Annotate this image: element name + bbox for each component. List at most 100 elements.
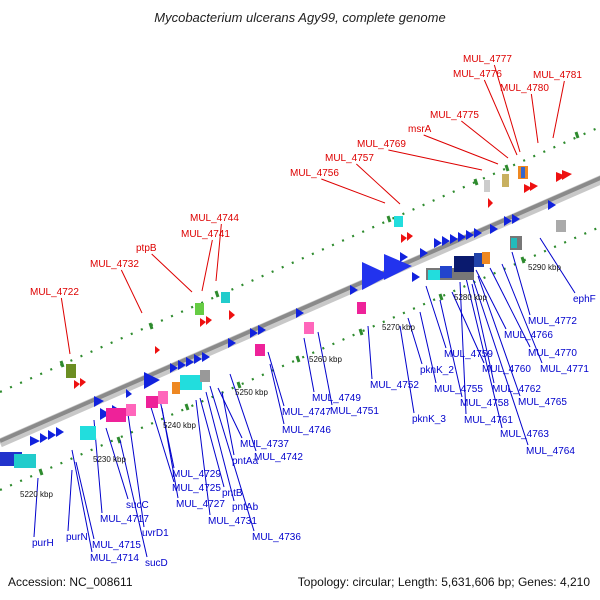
tick-mark	[236, 381, 242, 389]
inner-gene-label: MUL_4761	[464, 415, 513, 426]
outer-leader-line	[356, 163, 401, 205]
gene-feature	[200, 370, 210, 382]
outer-gene-label: MUL_4732	[90, 259, 139, 270]
inner-gene-label: MUL_4731	[208, 516, 257, 527]
inner-gene-label: pntAb	[232, 502, 259, 513]
inner-leader-line	[425, 285, 447, 349]
gene-arrow	[412, 272, 420, 282]
inner-gene-label: MUL_4715	[92, 540, 141, 551]
outer-leader-line	[388, 149, 483, 171]
inner-leader-line	[419, 311, 437, 384]
gene-arrow	[350, 285, 358, 295]
outer-gene-label: MUL_4781	[533, 70, 582, 81]
inner-gene-label: MUL_4752	[370, 380, 419, 391]
label-leaders	[33, 64, 576, 558]
outer-gene-label: msrA	[408, 124, 432, 135]
inner-leader-line	[269, 363, 285, 425]
gene-feature	[180, 375, 202, 390]
inner-leader-line	[471, 275, 529, 446]
gene-arrow	[458, 232, 466, 242]
inner-gene-label: pknK_3	[412, 414, 446, 425]
inner-gene-label: MUL_4766	[504, 330, 553, 341]
inner-gene-label: purN	[66, 532, 88, 543]
gene-feature	[126, 404, 136, 416]
kbp-label: 5260 kbp	[309, 355, 342, 364]
inner-gene-label: MUL_4762	[492, 384, 541, 395]
gene-feature	[482, 252, 490, 264]
kbp-label: 5220 kbp	[20, 490, 53, 499]
outer-gene-label: MUL_4780	[500, 83, 549, 94]
inner-gene-label: MUL_4736	[252, 532, 301, 543]
gene-arrow	[56, 427, 64, 437]
gene-feature	[14, 454, 36, 468]
tick-mark	[295, 355, 301, 363]
inner-gene-label: MUL_4747	[282, 407, 331, 418]
inner-leader-line	[407, 317, 423, 365]
inner-leader-line	[477, 275, 521, 397]
gene-arrow	[126, 389, 132, 398]
gene-arrow	[530, 182, 538, 191]
gene-feature	[66, 364, 76, 378]
gene-arrow	[178, 360, 186, 370]
gene-arrow	[100, 408, 110, 420]
kbp-label: 5250 kbp	[235, 388, 268, 397]
inner-gene-label: purH	[32, 538, 54, 549]
gene-arrow	[48, 430, 56, 440]
gene-arrow	[228, 338, 236, 348]
gene-feature	[440, 266, 452, 278]
outer-leader-line	[321, 178, 386, 204]
genome-backbone	[0, 175, 600, 448]
gene-arrow	[400, 252, 408, 262]
inner-leader-line	[511, 251, 531, 316]
outer-leader-line	[60, 297, 71, 355]
gene-arrow	[94, 396, 104, 407]
inner-gene-label: sucD	[145, 558, 168, 569]
inner-leader-line	[439, 299, 463, 398]
outer-gene-label: MUL_4756	[290, 168, 339, 179]
inner-gene-label: MUL_4742	[254, 452, 303, 463]
inner-gene-label: MUL_4751	[330, 406, 379, 417]
gene-arrow	[384, 254, 412, 280]
gene-arrow	[512, 214, 520, 224]
inner-gene-label: pntAa	[232, 456, 259, 467]
inner-leader-line	[221, 391, 235, 456]
gene-arrow	[407, 232, 413, 241]
outer-gene-label: MUL_4777	[463, 54, 512, 65]
inner-leader-line	[459, 281, 467, 415]
gene-arrow	[200, 318, 206, 327]
gene-arrow	[170, 363, 178, 373]
gene-feature	[221, 292, 230, 303]
inner-leader-line	[229, 373, 257, 452]
tick-mark	[504, 164, 510, 172]
gene-feature	[502, 174, 509, 187]
outer-gene-label: MUL_4722	[30, 287, 79, 298]
tick-mark	[214, 290, 220, 298]
outer-gene-labels: MUL_4722 MUL_4732 ptpB MUL_4741 MUL_4744 MUL_…	[30, 54, 582, 298]
tick-mark	[59, 360, 65, 368]
gene-arrow	[562, 170, 572, 180]
inner-gene-label: ephF	[573, 294, 596, 305]
outer-leader-line	[151, 253, 193, 293]
inner-gene-label: pntB	[222, 488, 243, 499]
inner-gene-label: MUL_4765	[518, 397, 567, 408]
gene-arrow	[206, 316, 212, 325]
outer-leader-line	[552, 80, 565, 139]
gene-feature	[146, 396, 158, 408]
gene-arrow	[362, 262, 390, 290]
kbp-label: 5240 kbp	[163, 421, 196, 430]
outer-leader-line	[423, 134, 499, 165]
gene-arrow	[548, 200, 556, 210]
gene-feature	[357, 302, 366, 314]
gene-arrow	[229, 310, 235, 320]
kbp-tick-marks	[38, 131, 580, 476]
inner-leader-line	[367, 325, 373, 380]
inner-gene-label: MUL_4717	[100, 514, 149, 525]
gene-feature	[511, 238, 517, 248]
tick-mark	[116, 436, 122, 444]
inner-gene-label: MUL_4760	[482, 364, 531, 375]
kbp-labels: 5220 kbp 5230 kbp 5240 kbp 5250 kbp 5260 kbp…	[20, 263, 561, 499]
gene-arrow	[202, 352, 210, 362]
inner-gene-label: MUL_4764	[526, 446, 575, 457]
map-title: Mycobacterium ulcerans Agy99, complete g…	[154, 10, 446, 25]
